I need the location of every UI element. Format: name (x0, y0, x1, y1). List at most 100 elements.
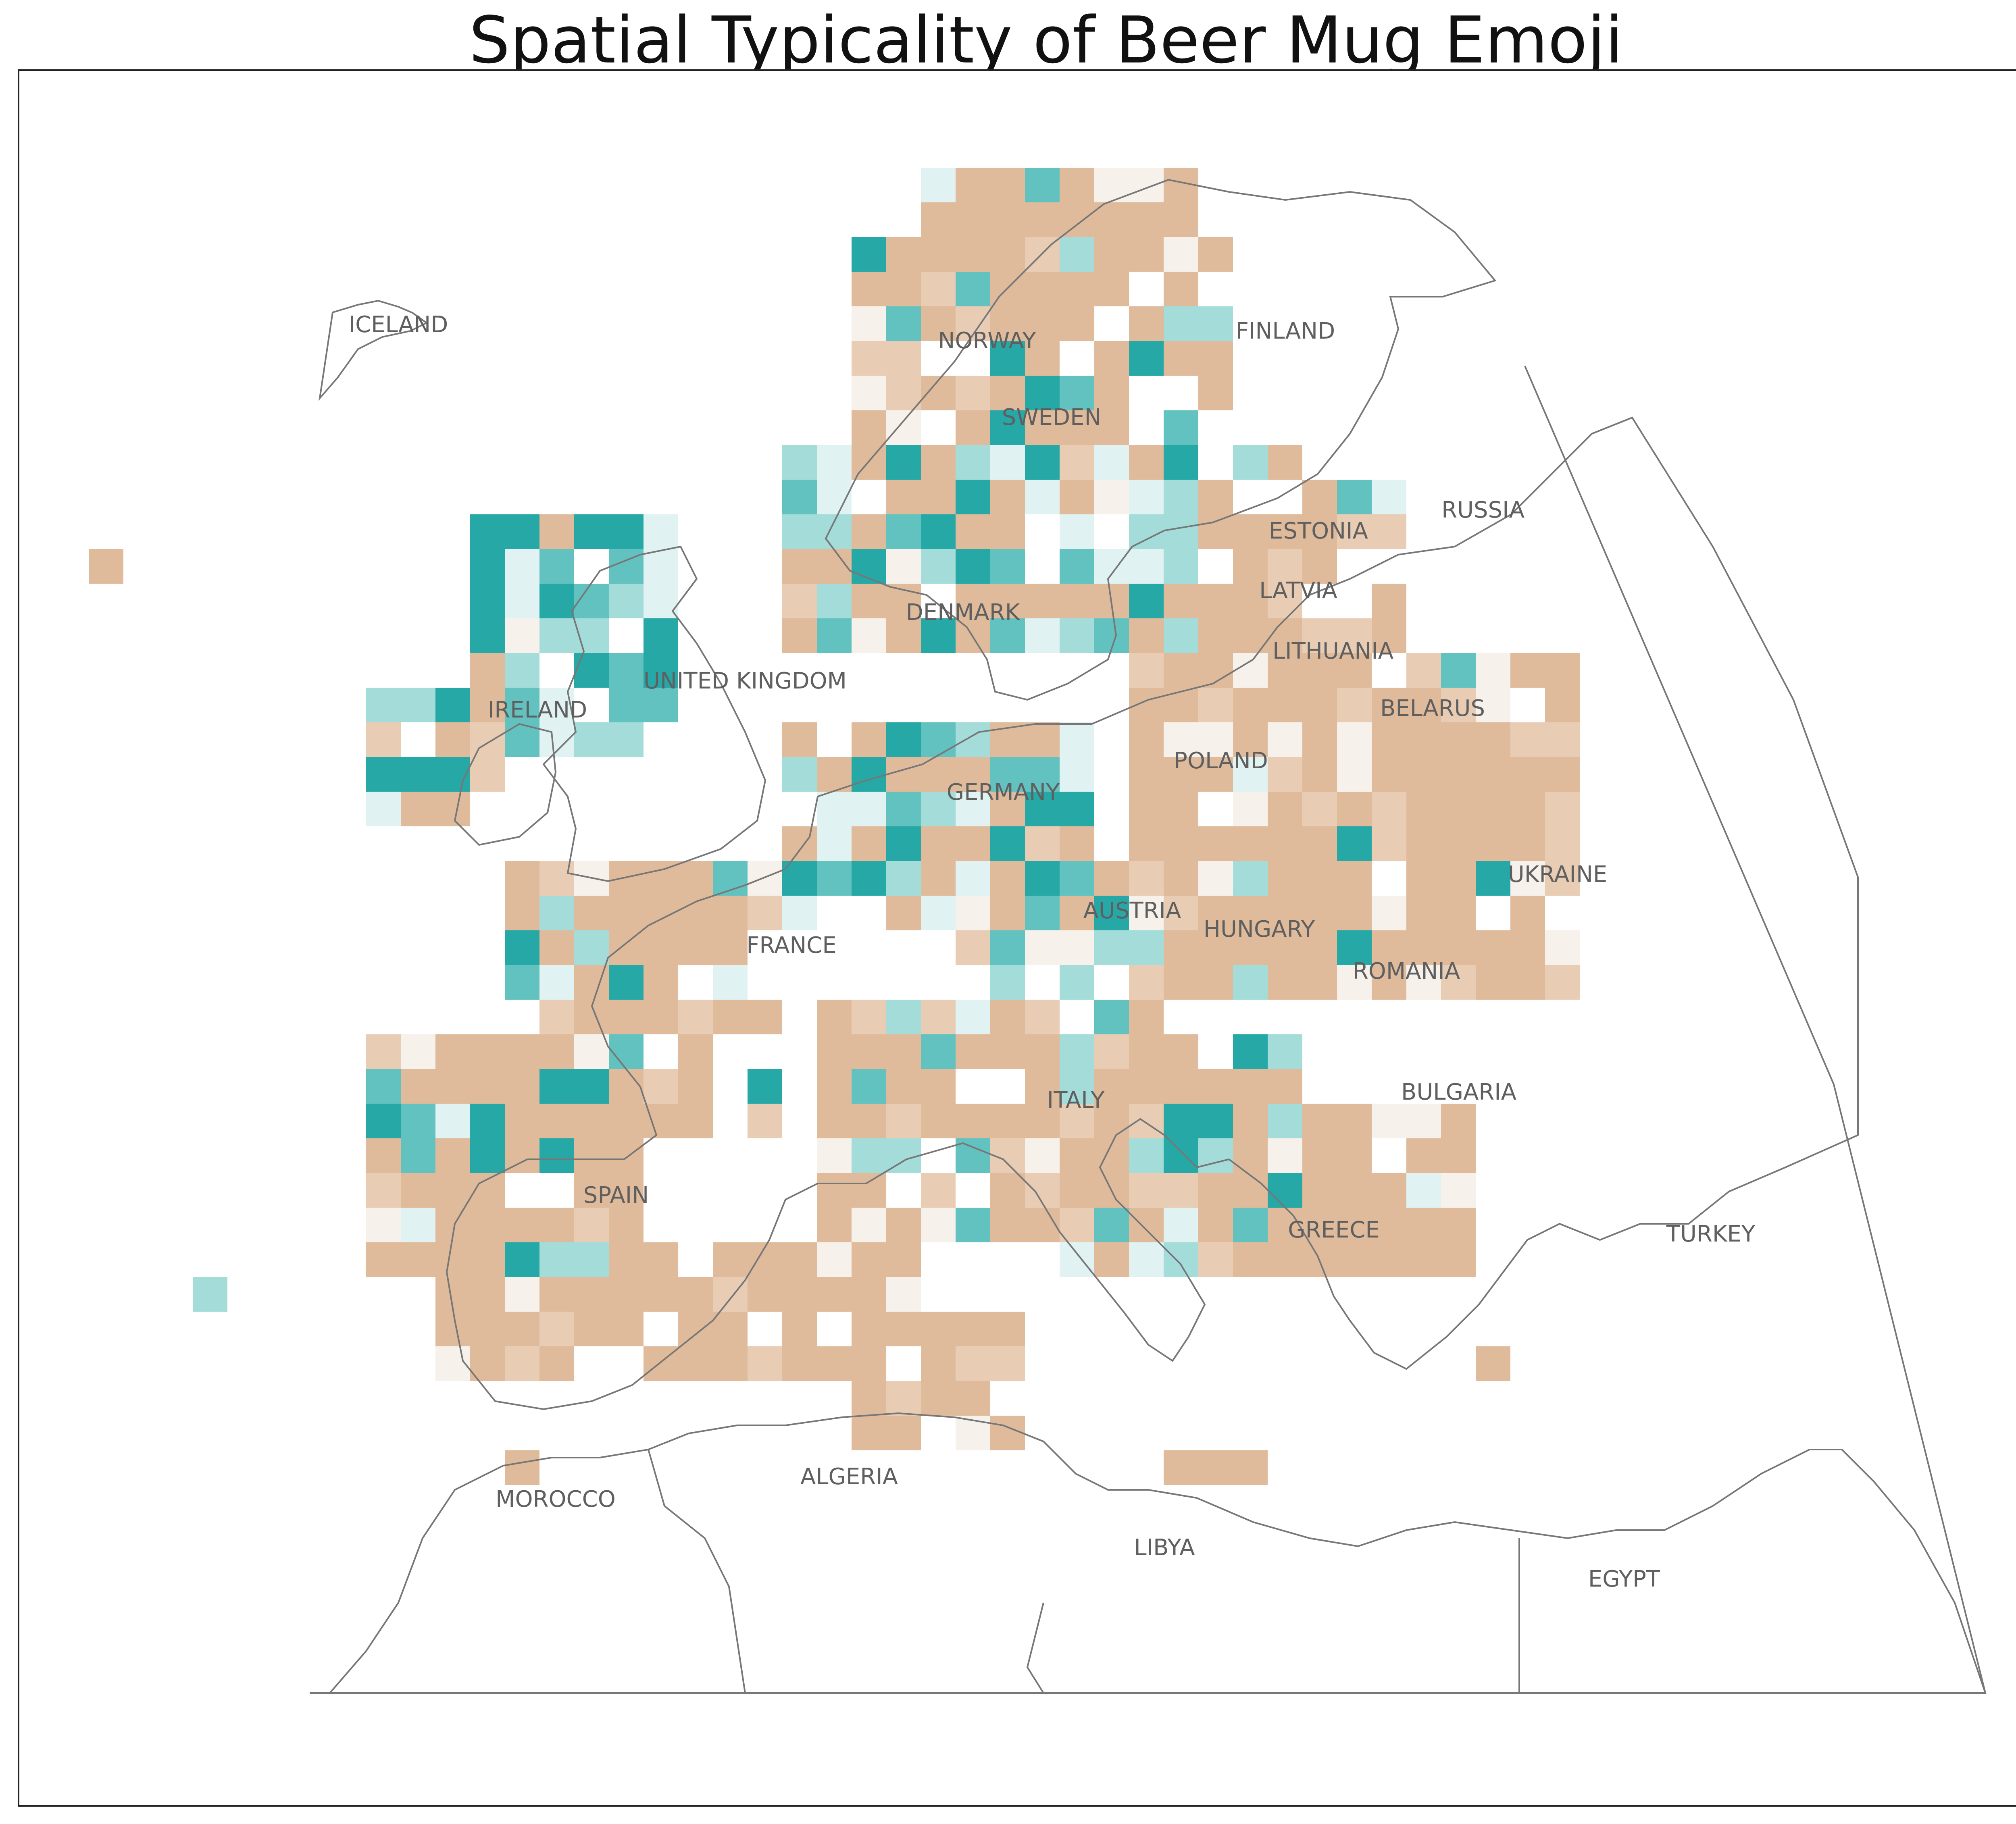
grid-cell (1441, 861, 1476, 896)
grid-cell (1406, 1242, 1441, 1277)
grid-cell (678, 930, 713, 965)
iceland-outline (318, 299, 428, 401)
grid-cell (1060, 410, 1094, 445)
grid-cell (886, 792, 921, 826)
country-label-libya: LIBYA (1134, 1535, 1195, 1561)
grid-cell (990, 1173, 1025, 1208)
grid-cell (852, 1346, 886, 1381)
grid-cell (1302, 861, 1337, 896)
grid-cell (1164, 1242, 1198, 1277)
grid-cell (852, 1000, 886, 1034)
grid-cell (886, 1000, 921, 1034)
grid-cell (1545, 722, 1580, 757)
grid-cell (1337, 1242, 1372, 1277)
grid-cell (1268, 965, 1302, 1000)
grid-cell (1510, 792, 1545, 826)
grid-cell (956, 272, 990, 306)
grid-cell (678, 1069, 713, 1104)
grid-cell (886, 341, 921, 376)
grid-cell (1025, 861, 1060, 896)
grid-cell (1129, 1034, 1164, 1069)
grid-cell (1302, 653, 1337, 688)
grid-cell (1094, 410, 1129, 445)
grid-cell (1094, 549, 1129, 584)
grid-cell (1268, 1173, 1302, 1208)
grid-cell (1060, 861, 1094, 896)
grid-cell (609, 514, 644, 549)
grid-cell (1441, 722, 1476, 757)
grid-cell (1337, 1104, 1372, 1138)
grid-cell (990, 930, 1025, 965)
grid-cell (1025, 202, 1060, 237)
grid-cell (1337, 653, 1372, 688)
grid-cell (886, 480, 921, 514)
grid-cell (609, 896, 644, 930)
grid-cell (782, 480, 817, 514)
grid-cell (1302, 1173, 1337, 1208)
grid-cell (886, 757, 921, 792)
grid-cell (1510, 757, 1545, 792)
grid-cell (1025, 410, 1060, 445)
grid-cell (644, 930, 678, 965)
grid-cell (1198, 1173, 1233, 1208)
grid-cell (1545, 826, 1580, 861)
grid-cell (505, 930, 539, 965)
grid-cell (782, 618, 817, 653)
grid-cell (1545, 757, 1580, 792)
grid-cell (1164, 896, 1198, 930)
grid-cell (990, 514, 1025, 549)
grid-cell (1302, 792, 1337, 826)
grid-cell (886, 861, 921, 896)
grid-cell (574, 1312, 609, 1346)
grid-cell (1337, 722, 1372, 757)
grid-cell (1233, 1069, 1268, 1104)
grid-cell (817, 826, 852, 861)
grid-cell (956, 1346, 990, 1381)
grid-cell (1198, 584, 1233, 618)
grid-cell (1129, 1173, 1164, 1208)
grid-cell (1441, 757, 1476, 792)
grid-cell (1198, 722, 1233, 757)
grid-cell (990, 202, 1025, 237)
grid-cell (1025, 722, 1060, 757)
grid-cell (1510, 722, 1545, 757)
grid-cell (1476, 826, 1510, 861)
grid-cell (644, 1242, 678, 1277)
grid-cell (1198, 376, 1233, 410)
grid-cell (1372, 757, 1406, 792)
grid-cell (1337, 930, 1372, 965)
grid-cell (1129, 826, 1164, 861)
grid-cell (1164, 826, 1198, 861)
grid-cell (782, 584, 817, 618)
grid-cell (1164, 202, 1198, 237)
grid-cell (1025, 1208, 1060, 1242)
grid-cell (1094, 341, 1129, 376)
grid-cell (470, 757, 505, 792)
grid-cell (1337, 618, 1372, 653)
libya-border (1026, 1602, 1044, 1694)
grid-cell (921, 272, 956, 306)
grid-cell (1025, 584, 1060, 618)
grid-cell (366, 688, 401, 722)
grid-cell (366, 722, 401, 757)
grid-cell (1372, 1104, 1406, 1138)
grid-cell (1406, 757, 1441, 792)
grid-cell (852, 722, 886, 757)
grid-cell (921, 896, 956, 930)
grid-cell (1233, 445, 1268, 480)
country-label-poland: POLAND (1174, 748, 1268, 774)
grid-cell (505, 584, 539, 618)
grid-cell (1406, 930, 1441, 965)
grid-cell (817, 1138, 852, 1173)
grid-cell (782, 826, 817, 861)
grid-cell (817, 757, 852, 792)
grid-cell (990, 341, 1025, 376)
grid-cell (921, 306, 956, 341)
grid-cell (1441, 1208, 1476, 1242)
grid-cell (366, 1208, 401, 1242)
grid-cell (817, 861, 852, 896)
grid-cell (817, 1346, 852, 1381)
grid-cell (852, 792, 886, 826)
grid-cell (921, 618, 956, 653)
grid-cell (1198, 1450, 1233, 1485)
